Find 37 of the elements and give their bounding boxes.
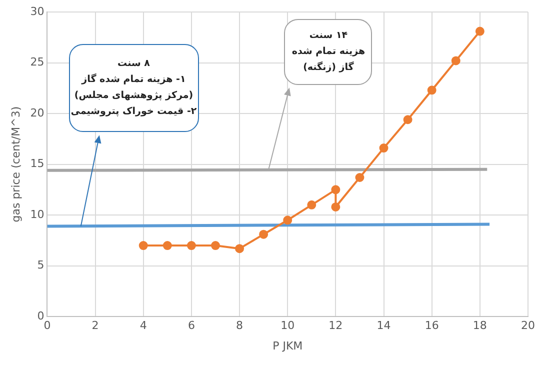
point bbox=[475, 26, 484, 36]
point bbox=[235, 244, 244, 254]
point bbox=[451, 56, 460, 66]
x-tick-label: 8 bbox=[236, 319, 244, 332]
x-tick-label: 12 bbox=[328, 319, 343, 332]
x-tick-label: 16 bbox=[424, 319, 439, 332]
point bbox=[331, 202, 340, 212]
point bbox=[138, 241, 148, 250]
x-tick-label: 14 bbox=[376, 319, 391, 332]
x-tick-label: 6 bbox=[188, 319, 195, 332]
callout-box: ۱۴ سنت هزینه تمام شده گاز (زنگنه) bbox=[284, 18, 372, 85]
y-tick-label: 20 bbox=[30, 106, 44, 120]
x-tick-label: 2 bbox=[92, 319, 99, 332]
point bbox=[427, 86, 436, 95]
x-axis-title: P JKM bbox=[272, 339, 303, 352]
x-tick-label: 10 bbox=[280, 319, 295, 332]
point bbox=[210, 241, 220, 250]
y-tick-label: 5 bbox=[37, 258, 44, 272]
x-tick-label: 18 bbox=[472, 319, 487, 332]
point bbox=[355, 173, 364, 182]
point bbox=[379, 144, 388, 153]
x-tick-label: 20 bbox=[521, 319, 535, 332]
point bbox=[162, 241, 172, 250]
point bbox=[259, 230, 268, 239]
point bbox=[307, 200, 316, 210]
point bbox=[403, 115, 412, 124]
point bbox=[283, 216, 292, 225]
y-tick-label: 0 bbox=[37, 309, 44, 322]
x-tick-label: 4 bbox=[140, 319, 147, 332]
point bbox=[331, 185, 340, 194]
point bbox=[186, 241, 196, 250]
y-tick-label: 30 bbox=[30, 4, 44, 18]
callout-box: ۸ سنت ۱- هزینه تمام شده گاز (مرکز پژوهشهای مجلس) ۲- قیمت خوراک پتروشیمی bbox=[68, 44, 199, 132]
y-tick-label: 10 bbox=[30, 208, 44, 221]
y-tick-label: 15 bbox=[30, 157, 44, 170]
y-axis-title: gas price (cent/M^3) bbox=[9, 106, 22, 222]
y-tick-label: 25 bbox=[30, 56, 44, 69]
